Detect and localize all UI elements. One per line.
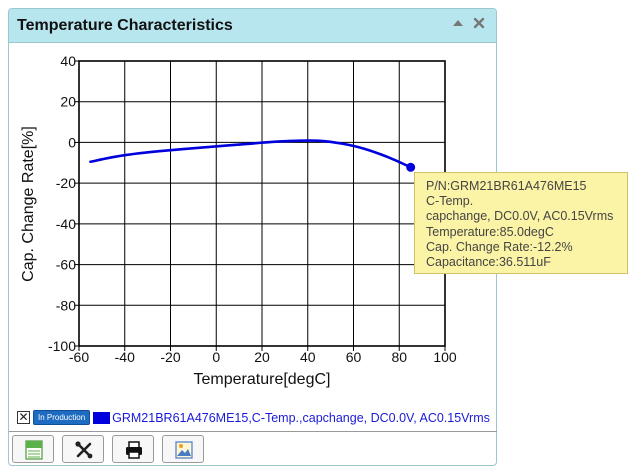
x-tick-label: 40 — [300, 349, 316, 365]
csv-export-button[interactable] — [12, 435, 54, 463]
panel-titlebar: Temperature Characteristics — [9, 9, 496, 43]
tooltip-line-temperature: Temperature:85.0degC — [426, 224, 554, 239]
in-production-badge: In Production — [33, 410, 91, 426]
tooltip-line-part-number: P/N:GRM21BR61A476ME15 — [426, 179, 587, 193]
tooltip-line-type: C-Temp. — [426, 194, 474, 209]
tooltip-line-change-rate: Cap. Change Rate:-12.2% — [426, 239, 573, 254]
close-icon[interactable] — [472, 16, 486, 30]
data-point-tooltip: P/N:GRM21BR61A476ME15 C-Temp. capchange,… — [414, 172, 628, 274]
series-line — [89, 139, 412, 169]
x-tick-label: 0 — [212, 349, 220, 365]
x-axis-label: Temperature[degC] — [194, 371, 331, 388]
toolbar-divider — [9, 431, 497, 432]
y-tick-label: 0 — [68, 134, 76, 150]
csv-export-icon — [25, 440, 43, 460]
chart-series — [89, 139, 416, 172]
x-tick-label: 80 — [391, 349, 407, 365]
x-tick-label: -20 — [160, 349, 180, 365]
settings-button[interactable] — [62, 435, 104, 463]
image-export-icon — [175, 441, 193, 459]
highlighted-data-point — [406, 162, 416, 172]
y-tick-label: -20 — [56, 175, 76, 191]
panel-title: Temperature Characteristics — [17, 17, 233, 34]
tools-icon — [75, 441, 93, 459]
image-export-button[interactable] — [162, 435, 204, 463]
x-tick-label: -60 — [69, 349, 89, 365]
chart-axes: -60 -40 -20 0 20 40 60 80 100 40 20 0 -20 -40 -60 -80 -1… — [48, 53, 457, 365]
legend-series-label[interactable]: GRM21BR61A476ME15,C-Temp.,capchange, DC0… — [112, 410, 490, 425]
collapse-up-icon[interactable] — [451, 16, 465, 30]
x-tick-label: 100 — [433, 349, 457, 365]
y-tick-label: -60 — [56, 257, 76, 273]
chart-grid — [78, 60, 446, 347]
legend-swatch — [93, 411, 111, 424]
y-tick-label: 20 — [60, 94, 76, 110]
x-tick-label: -40 — [115, 349, 135, 365]
y-tick-label: 40 — [60, 53, 76, 69]
x-tick-label: 60 — [346, 349, 362, 365]
y-axis-label: Cap. Change Rate[%] — [20, 126, 37, 282]
remove-series-checkbox[interactable]: ✕ — [17, 410, 30, 425]
print-icon — [126, 441, 142, 459]
tooltip-line-condition: capchange, DC0.0V, AC0.15Vrms — [426, 209, 614, 224]
y-tick-label: -100 — [48, 338, 76, 354]
y-tick-label: -40 — [56, 216, 76, 232]
chart-legend: ✕ In Production GRM21BR61A476ME15,C-Temp.,… — [17, 410, 493, 428]
tooltip-line-capacitance: Capacitance:36.511uF — [426, 255, 551, 270]
temperature-chart: -60 -40 -20 0 20 40 60 80 100 40 20 0 -20 -40 -60 -80 -1… — [20, 53, 457, 388]
print-button[interactable] — [112, 435, 154, 463]
y-tick-label: -80 — [56, 297, 76, 313]
x-tick-label: 20 — [254, 349, 270, 365]
